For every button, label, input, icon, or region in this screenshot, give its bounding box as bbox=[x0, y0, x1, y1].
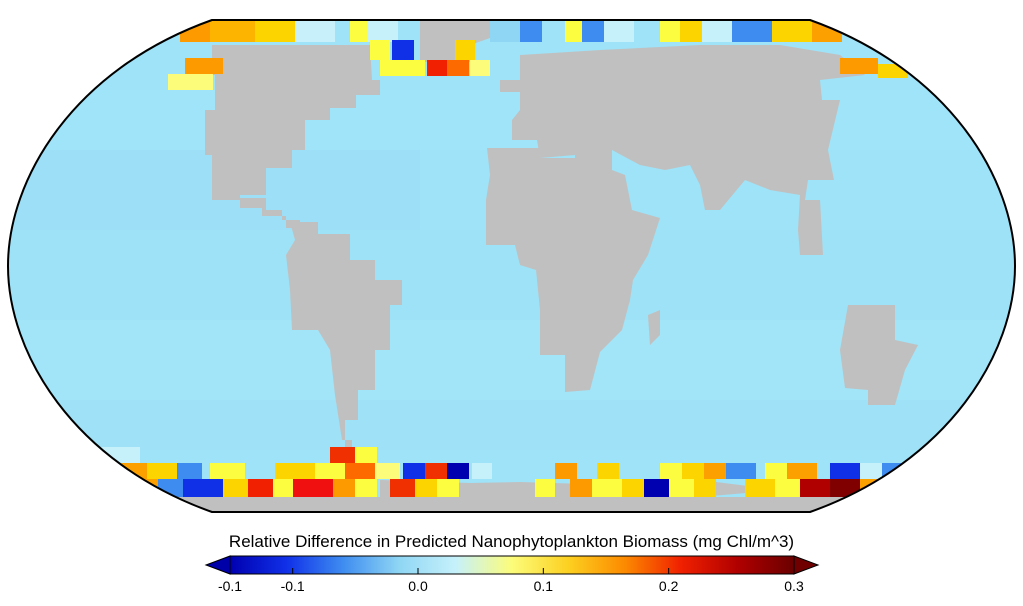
north-america bbox=[205, 45, 380, 200]
colorbar-tick-label: -0.1 bbox=[217, 578, 243, 594]
australia bbox=[840, 305, 918, 405]
south-america bbox=[286, 222, 402, 470]
colorbar-ticks bbox=[229, 568, 795, 574]
colorbar-title: Relative Difference in Predicted Nanophy… bbox=[228, 532, 795, 551]
colorbar-bar bbox=[229, 555, 795, 575]
central-america bbox=[240, 198, 300, 228]
colorbar-under-arrow bbox=[204, 555, 231, 575]
africa bbox=[486, 148, 660, 392]
colorbar-tick-label: 0.1 bbox=[533, 578, 554, 594]
map-border bbox=[6, 19, 1017, 513]
colorbar-tick-label: 0.0 bbox=[408, 578, 428, 594]
land-masses bbox=[8, 20, 1015, 512]
colorbar-tick-label: 0.3 bbox=[784, 578, 804, 594]
colorbar-over-arrow bbox=[793, 555, 820, 575]
colorbar-tick-label: 0.2 bbox=[658, 578, 679, 594]
eurasia bbox=[500, 45, 865, 255]
madagascar bbox=[648, 310, 660, 345]
colorbar-tick-label: -0.1 bbox=[280, 578, 305, 594]
colorbar bbox=[204, 555, 820, 575]
